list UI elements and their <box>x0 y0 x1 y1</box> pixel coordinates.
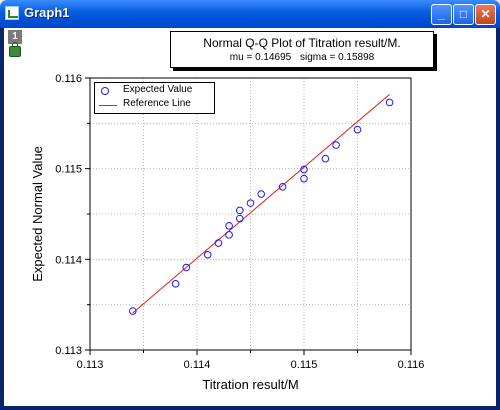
maximize-button[interactable]: □ <box>453 4 474 25</box>
data-point <box>225 231 233 239</box>
chart-subtitle: mu = 0.14695 sigma = 0.15898 <box>171 52 433 63</box>
mu-label: mu = 0.14695 <box>229 52 292 63</box>
x-axis-title: Titration result/M <box>202 377 298 392</box>
graph-app-icon[interactable] <box>5 6 19 20</box>
x-tick-label: 0.115 <box>291 359 318 371</box>
qq-plot[interactable]: 0.113 0.114 0.115 0.116 0.113 0.114 0.115 0.116… <box>4 28 496 406</box>
data-point <box>129 307 137 315</box>
data-point <box>246 199 255 207</box>
data-point <box>385 98 394 107</box>
chart-title: Normal Q-Q Plot of Titration result/M. <box>203 36 401 50</box>
y-axis-title: Expected Normal Value <box>30 146 45 282</box>
legend-label-reference: Reference Line <box>123 98 191 109</box>
data-point <box>321 154 330 163</box>
data-point <box>353 125 362 134</box>
y-tick-label: 0.113 <box>55 345 82 357</box>
reference-line <box>132 93 390 314</box>
data-point <box>300 165 308 174</box>
minimize-button[interactable]: _ <box>431 4 452 25</box>
close-icon: ✕ <box>480 7 491 21</box>
legend-item-expected: Expected Value <box>99 84 211 98</box>
y-tick-label: 0.116 <box>55 73 82 85</box>
x-tick-label: 0.116 <box>398 359 425 371</box>
sigma-label: sigma = 0.15898 <box>300 52 375 63</box>
graph-canvas: 1 Normal Q-Q Plot of Titration result/M.… <box>4 28 496 406</box>
data-point <box>236 214 244 223</box>
minimize-icon: _ <box>438 7 445 21</box>
data-point <box>171 280 180 288</box>
data-point <box>182 263 191 272</box>
data-point <box>225 221 233 230</box>
line-marker-icon <box>99 105 117 106</box>
lock-icon[interactable] <box>9 42 21 57</box>
data-point <box>236 206 244 215</box>
title-bar[interactable]: Graph1 _ □ ✕ <box>0 0 500 28</box>
data-point <box>257 190 266 198</box>
legend[interactable]: Expected Value Reference Line <box>94 82 215 114</box>
data-point <box>278 183 287 191</box>
y-tick-label: 0.114 <box>55 254 82 266</box>
layer-tab[interactable]: 1 <box>8 30 22 44</box>
data-point <box>203 251 212 259</box>
maximize-icon: □ <box>459 7 468 21</box>
circle-marker-icon <box>101 87 109 95</box>
data-point <box>214 239 223 247</box>
y-tick-label: 0.115 <box>55 164 82 176</box>
x-tick-label: 0.113 <box>77 359 104 371</box>
legend-item-reference: Reference Line <box>99 98 211 112</box>
data-point <box>300 174 308 183</box>
data-point <box>332 141 340 149</box>
plot-title-box[interactable]: Normal Q-Q Plot of Titration result/M. m… <box>170 31 434 68</box>
window-title: Graph1 <box>24 5 70 20</box>
x-tick-label: 0.114 <box>184 359 211 371</box>
close-button[interactable]: ✕ <box>475 4 496 25</box>
legend-label-expected: Expected Value <box>123 84 193 95</box>
